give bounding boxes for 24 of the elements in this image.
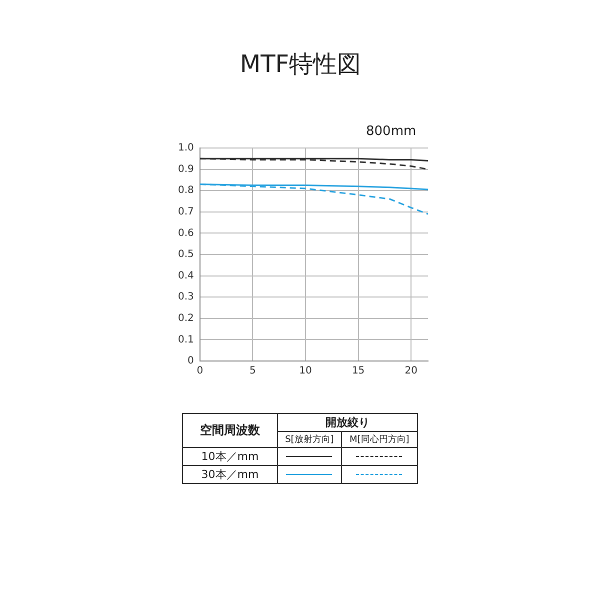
y-tick-label: 0.2 — [178, 312, 194, 324]
x-tick-label: 5 — [250, 366, 256, 377]
text: 開放絞り — [278, 414, 418, 432]
y-tick-label: 0 — [188, 356, 194, 367]
y-tick-label: 0.5 — [178, 249, 194, 260]
text: 10本／mm — [182, 448, 278, 466]
y-tick-label: 0.6 — [178, 228, 194, 239]
x-tick-label: 0 — [196, 366, 204, 377]
y-tick-label: 0.4 — [178, 270, 194, 282]
y-tick-label: 0.8 — [178, 185, 194, 196]
text: M[同心円方向] — [341, 432, 418, 448]
y-tick-label: 1.0 — [178, 142, 194, 154]
text: 空間周波数 — [182, 414, 278, 448]
chart-title: MTF特性図 — [238, 49, 362, 80]
x-tick-label: 15 — [352, 366, 365, 377]
y-tick-label: 0.7 — [178, 206, 194, 218]
text: S[放射方向] — [278, 432, 342, 448]
x-tick-label: 20 — [404, 366, 418, 377]
y-tick-label: 0.3 — [178, 292, 194, 303]
x-tick-label: 10 — [299, 366, 312, 377]
text: 800mm — [366, 124, 416, 139]
y-tick-label: 0.1 — [178, 334, 194, 346]
y-tick-label: 0.9 — [178, 164, 194, 175]
text: 30本／mm — [182, 466, 278, 484]
